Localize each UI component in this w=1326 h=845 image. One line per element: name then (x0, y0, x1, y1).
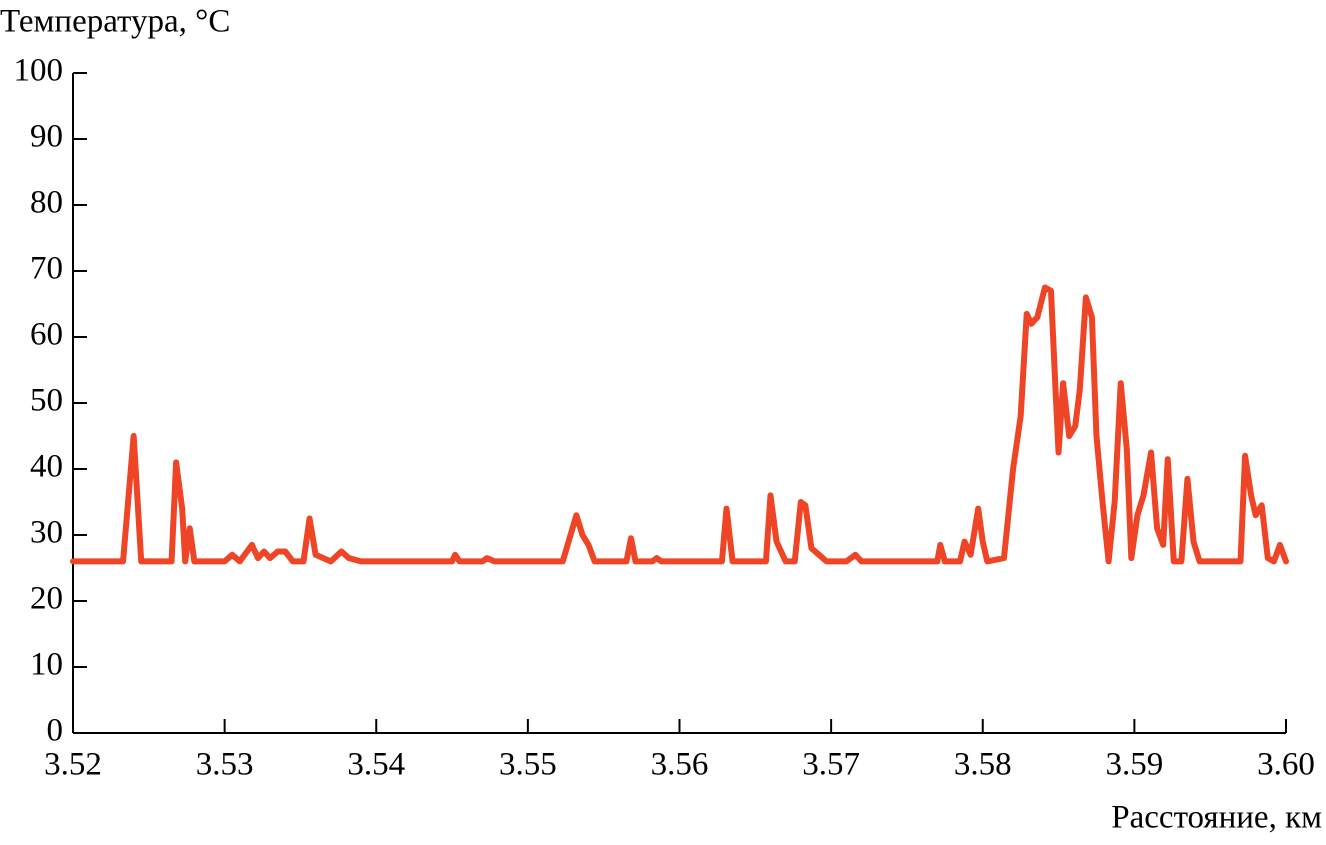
x-tick-label: 3.57 (802, 747, 860, 783)
y-tick-label: 10 (30, 647, 63, 683)
x-tick-label: 3.54 (347, 747, 405, 783)
y-tick-label: 60 (30, 317, 63, 353)
x-tick-label: 3.55 (499, 747, 557, 783)
y-tick-label: 70 (30, 251, 63, 287)
x-axis-title: Расстояние, км (1111, 800, 1322, 836)
x-tick-label: 3.59 (1106, 747, 1164, 783)
x-tick-label: 3.58 (954, 747, 1012, 783)
y-tick-label: 0 (47, 713, 64, 749)
data-line (70, 284, 1289, 565)
x-tick-label: 3.52 (44, 747, 102, 783)
x-tick-label: 3.53 (196, 747, 254, 783)
y-tick-label: 90 (30, 119, 63, 155)
y-axis-title: Температура, °C (0, 4, 230, 40)
x-tick-label: 3.60 (1257, 747, 1315, 783)
y-tick-label: 100 (14, 53, 64, 89)
y-tick-label: 30 (30, 515, 63, 551)
y-tick-label: 20 (30, 581, 63, 617)
x-tick-label: 3.56 (651, 747, 709, 783)
y-tick-label: 80 (30, 185, 63, 221)
y-tick-label: 40 (30, 449, 63, 485)
y-tick-label: 50 (30, 383, 63, 419)
